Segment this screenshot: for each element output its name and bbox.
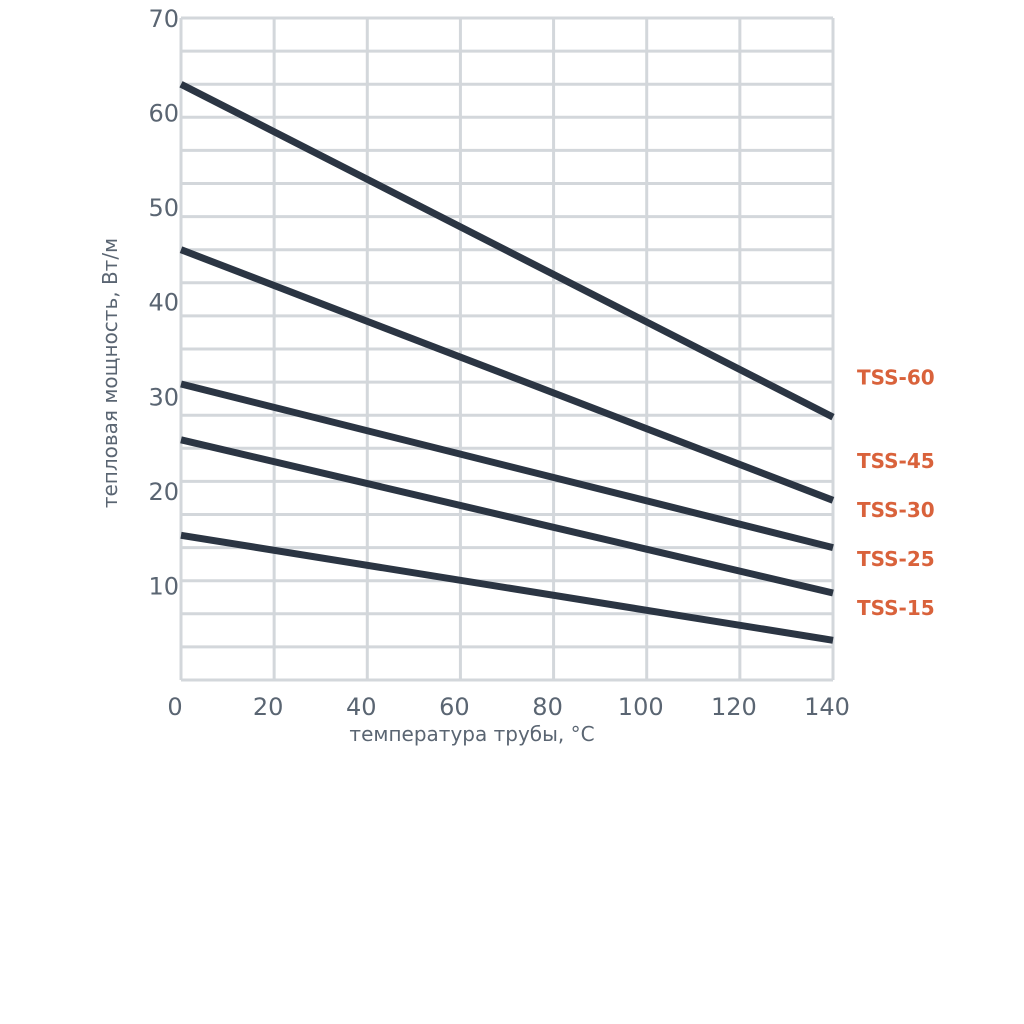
x-tick-label: 100 [618,693,664,721]
series-line-tss-45 [179,246,835,504]
x-tick-label: 0 [167,693,182,721]
x-tick-label: 60 [439,693,470,721]
series-labels: TSS-60 TSS-45 TSS-30 TSS-25 TSS-15 [857,366,935,620]
series-line-tss-30 [180,380,834,551]
y-tick-label: 20 [148,478,179,506]
series-label-tss-25: TSS-25 [857,547,935,571]
x-tick-label: 120 [711,693,757,721]
y-tick-label: 40 [148,289,179,317]
y-tick-label: 50 [148,194,179,222]
series-lines [179,81,835,644]
y-axis-title: тепловая мощность, Вт/м [98,238,122,508]
series-label-tss-30: TSS-30 [857,498,935,522]
x-tick-label: 140 [804,693,850,721]
series-line-tss-25 [180,436,834,597]
series-label-tss-15: TSS-15 [857,596,935,620]
y-tick-label: 60 [148,100,179,128]
series-label-tss-45: TSS-45 [857,449,935,473]
x-tick-label: 80 [532,693,563,721]
y-tick-label: 30 [148,383,179,411]
grid [179,16,835,682]
tick-labels: 0 20 40 60 80 100 120 140 10 20 30 40 50 60 70 [148,5,849,721]
y-tick-label: 70 [148,5,179,33]
series-label-tss-60: TSS-60 [857,366,935,390]
series-line-tss-60 [179,81,835,421]
x-axis-title: температура трубы, °C [349,722,594,746]
y-tick-label: 10 [148,572,179,600]
x-tick-label: 20 [253,693,284,721]
series-line-tss-15 [180,531,834,644]
x-tick-label: 40 [346,693,377,721]
